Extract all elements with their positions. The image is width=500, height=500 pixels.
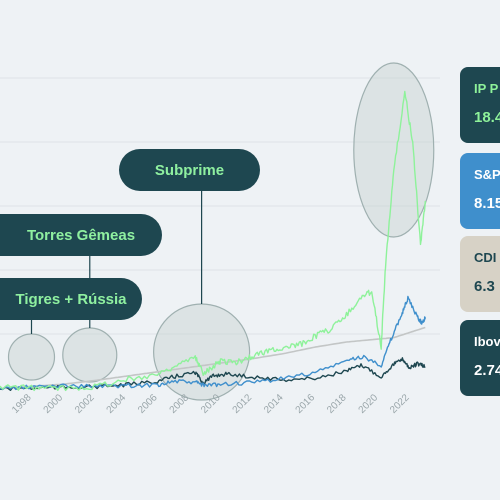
legend-card-value: 6.3: [474, 278, 495, 295]
series-line-ipp: [0, 90, 426, 392]
legend-card-value: 2.74: [474, 362, 500, 379]
legend-card-ibov: Ibov 2.74: [460, 320, 500, 396]
highlight-circle: [62, 327, 118, 383]
legend-card-ipp: IP P 18.4: [460, 67, 500, 143]
legend-card-name: IP P: [474, 81, 499, 96]
x-tick-label: 2006: [136, 392, 160, 416]
highlight-circle: [7, 333, 56, 381]
x-tick-label: 2018: [325, 392, 349, 416]
x-tick-label: 2000: [42, 392, 66, 416]
x-tick-label: 2020: [357, 392, 381, 416]
x-tick-label: 2022: [388, 392, 412, 416]
callout-tigres-r-ssia: Tigres + Rússia: [0, 278, 142, 320]
callout-subprime: Subprime: [119, 149, 260, 191]
x-tick-label: 2014: [262, 392, 286, 416]
x-tick-label: 1998: [10, 392, 34, 416]
series-line-cdi: [0, 326, 426, 390]
x-tick-label: 2002: [73, 392, 97, 416]
x-tick-label: 2016: [294, 392, 318, 416]
x-axis-ticks: 1998 2000 2002 2004 2006 2008 2010 2012 2014 2016…: [10, 392, 412, 416]
x-tick-label: 2004: [105, 392, 129, 416]
legend-card-name: Ibov: [474, 334, 500, 349]
callout-torres-g-meas: Torres Gêmeas: [0, 214, 162, 256]
series-lines: [0, 90, 426, 392]
legend-card-name: CDI: [474, 250, 497, 265]
x-tick-label: 2012: [231, 392, 255, 416]
legend-card-value: 8.15: [474, 195, 500, 212]
legend-card-sp: S&P 8.15: [460, 153, 500, 229]
highlight-circle: [353, 62, 435, 238]
legend-card-value: 18.4: [474, 109, 500, 126]
highlight-circles: [7, 62, 435, 401]
legend-card-cdi: CDI 6.3: [460, 236, 500, 312]
legend-card-name: S&P: [474, 167, 500, 182]
